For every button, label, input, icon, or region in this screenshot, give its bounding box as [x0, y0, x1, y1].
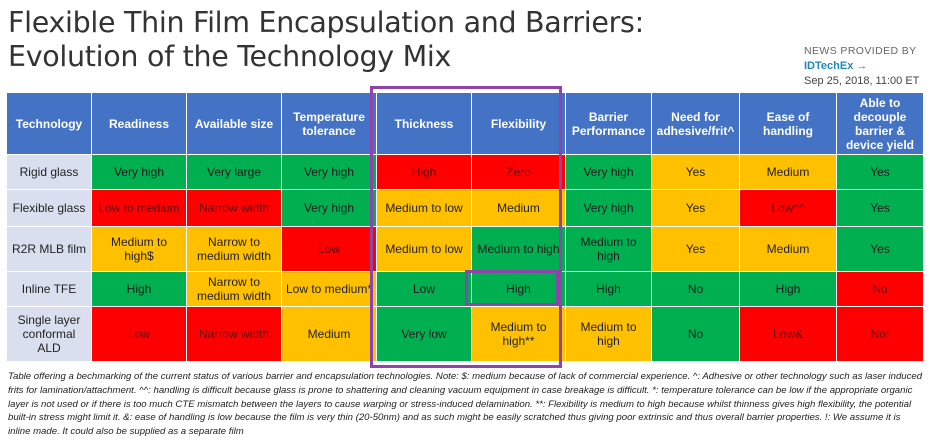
table-cell: Zero — [471, 154, 566, 190]
column-header: Need for adhesive/frit^ — [651, 92, 740, 155]
table-cell: Very high — [565, 154, 652, 190]
table-cell: Medium to low — [376, 226, 472, 272]
table-cell: Medium to high — [565, 226, 652, 272]
table-cell: Medium — [281, 306, 377, 362]
table-cell: Very low — [376, 306, 472, 362]
table-cell: Yes — [836, 154, 924, 190]
table-row: Single layer conformal ALD Low Narrow widt… — [6, 306, 924, 362]
row-header-technology: Rigid glass — [6, 154, 92, 190]
provided-by-label: NEWS PROVIDED BY — [804, 45, 917, 57]
table-cell: Medium to high$ — [91, 226, 187, 272]
column-header: Able to decouple barrier & device yield — [836, 92, 924, 155]
table-cell: Very large — [186, 154, 282, 190]
table-caption: Table offering a bechmarking of the curr… — [8, 371, 923, 438]
table-cell: Medium to high — [471, 226, 566, 272]
table-cell: Medium to high — [565, 306, 652, 362]
table-cell: Yes — [651, 154, 740, 190]
publish-date: Sep 25, 2018, 11:00 ET — [804, 75, 920, 87]
table-cell: No — [836, 271, 924, 307]
column-header: Thickness — [376, 92, 472, 155]
title-line-2: Evolution of the Technology Mix — [8, 40, 452, 73]
table-cell: Very high — [91, 154, 187, 190]
table-cell: Yes — [651, 226, 740, 272]
thickness-flexibility-highlight — [370, 86, 562, 368]
table-cell: No — [651, 271, 740, 307]
row-header-technology: R2R MLB film — [6, 226, 92, 272]
table-cell: High — [739, 271, 837, 307]
column-header: Technology — [6, 92, 92, 155]
table-cell: Very high — [281, 189, 377, 227]
row-header-technology: Single layer conformal ALD — [6, 306, 92, 362]
table-cell: No! — [836, 306, 924, 362]
inline-tfe-flexibility-highlight — [465, 270, 559, 306]
table-cell: Narrow to medium width — [186, 271, 282, 307]
table-cell: Low to medium* — [281, 271, 377, 307]
table-cell: Yes — [836, 226, 924, 272]
page-title: Flexible Thin Film Encapsulation and Bar… — [8, 6, 688, 74]
column-header: Readiness — [91, 92, 187, 155]
table-cell: Medium — [739, 226, 837, 272]
row-header-technology: Flexible glass — [6, 189, 92, 227]
provider-link[interactable]: IDTechEx → — [804, 59, 922, 74]
table-cell: High — [471, 271, 566, 307]
table-cell: Low — [376, 271, 472, 307]
table-cell: Low — [281, 226, 377, 272]
arrow-right-icon[interactable]: → — [856, 60, 868, 72]
column-header: Temperature tolerance — [281, 92, 377, 155]
column-header: Ease of handling — [739, 92, 837, 155]
table-cell: Very high — [281, 154, 377, 190]
news-provider: NEWS PROVIDED BY IDTechEx → Sep 25, 2018… — [804, 44, 922, 89]
table-row: Flexible glass Low to medium Narrow width V… — [6, 189, 924, 227]
table-cell: Narrow to medium width — [186, 226, 282, 272]
table-cell: Yes — [836, 189, 924, 227]
title-line-1: Flexible Thin Film Encapsulation and Bar… — [8, 6, 644, 39]
table-cell: Medium — [739, 154, 837, 190]
table-row: R2R MLB film Medium to high$ Narrow to med… — [6, 226, 924, 272]
table-cell: Narrow width — [186, 306, 282, 362]
table-cell: Low& — [739, 306, 837, 362]
provider-source-link[interactable]: IDTechEx — [804, 60, 854, 72]
table-cell: Medium to high** — [471, 306, 566, 362]
table-cell: Low^^ — [739, 189, 837, 227]
table-cell: High — [376, 154, 472, 190]
table-cell: Very high — [565, 189, 652, 227]
table-cell: Yes — [651, 189, 740, 227]
table-cell: Low to medium — [91, 189, 187, 227]
table-cell: Low — [91, 306, 187, 362]
technology-mix-table: Technology Readiness Available size Temp… — [6, 92, 924, 362]
column-header: Available size — [186, 92, 282, 155]
table-header-row: Technology Readiness Available size Temp… — [6, 92, 924, 155]
column-header: Barrier Performance — [565, 92, 652, 155]
row-header-technology: Inline TFE — [6, 271, 92, 307]
table-cell: Narrow width — [186, 189, 282, 227]
table-row: Rigid glass Very high Very large Very high H… — [6, 154, 924, 190]
table-cell: No — [651, 306, 740, 362]
table-row: Inline TFE High Narrow to medium width Low … — [6, 271, 924, 307]
table-cell: Medium — [471, 189, 566, 227]
table-cell: Medium to low — [376, 189, 472, 227]
table-cell: High — [91, 271, 187, 307]
table-cell: High — [565, 271, 652, 307]
